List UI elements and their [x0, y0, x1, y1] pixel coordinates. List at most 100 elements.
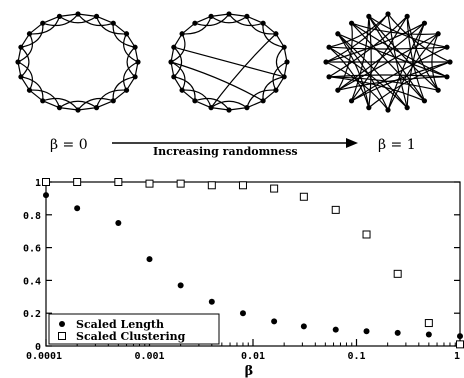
increasing-randomness-label: Increasing randomness	[153, 145, 298, 158]
legend: Scaled Length Scaled Clustering	[48, 313, 220, 345]
graph-edge	[194, 13, 230, 27]
scaled-clustering-point	[42, 178, 50, 186]
graph-edge	[328, 46, 408, 109]
scaled-clustering-point	[456, 340, 464, 349]
scaled-clustering-point	[114, 178, 123, 186]
graph-edge	[20, 23, 44, 48]
graph-edge	[210, 107, 230, 111]
x-tick-label: 0.1	[347, 351, 365, 362]
graph-node	[366, 13, 372, 19]
graph-node	[226, 107, 232, 113]
graph-edge	[194, 100, 212, 109]
graph-edge	[194, 15, 212, 24]
scaled-length-point	[146, 256, 153, 263]
graph-node	[75, 107, 81, 113]
graph-edge	[126, 76, 136, 91]
graph-edge	[325, 22, 425, 63]
graph-edge	[170, 61, 186, 91]
graph-node	[110, 98, 116, 104]
graph-node	[132, 44, 138, 50]
graph-edge	[173, 33, 183, 48]
scaled-length-point	[363, 328, 370, 335]
beta-zero-label: β = 0	[50, 137, 88, 153]
graph-node	[421, 20, 428, 26]
graph-edge	[173, 46, 183, 78]
graph-edge	[228, 107, 248, 111]
graph-node	[326, 74, 332, 80]
graph-edge	[77, 107, 97, 111]
graph-edge	[262, 89, 277, 102]
scaled-length-point	[74, 205, 81, 212]
graph-node	[93, 13, 100, 19]
graph-node	[135, 59, 141, 65]
graph-edge	[96, 100, 114, 109]
scatter-chart: 0 0.2 0.4 0.6 0.8 1 0.0001 0.001 0.01 0.1 1 β Sca…	[23, 178, 464, 378]
graph-edge	[77, 13, 114, 27]
graph-node	[40, 20, 46, 26]
graph-node	[447, 59, 453, 65]
y-tick-label: 0.8	[23, 211, 41, 222]
graph-node	[366, 105, 372, 111]
graph-edge	[42, 97, 79, 111]
scaled-length-point	[208, 298, 215, 305]
scaled-clustering-point	[270, 184, 279, 193]
x-tick-label: 0.0001	[26, 351, 62, 362]
graph-edge	[20, 46, 30, 78]
graph-edge	[406, 16, 439, 91]
graph-node	[273, 31, 279, 37]
graph-edge	[210, 15, 248, 24]
graph-node	[444, 74, 450, 80]
graph-edge	[262, 76, 285, 101]
graph-edge	[112, 23, 136, 48]
graph-node	[56, 105, 63, 111]
graph-edge	[337, 22, 425, 91]
graph-node	[244, 13, 250, 19]
x-axis-title: β	[245, 364, 254, 378]
graph-edge	[325, 13, 389, 63]
graph-node	[260, 20, 266, 26]
graph-edge	[328, 74, 448, 78]
scaled-length-point	[271, 318, 278, 325]
graph-edge	[406, 16, 426, 102]
graph-edge	[20, 33, 30, 48]
graph-edge	[182, 16, 212, 35]
graph-edge	[112, 89, 127, 102]
legend-marker-scaled-length	[59, 321, 65, 327]
graph-edge	[182, 89, 212, 108]
graph-edge	[123, 61, 139, 91]
scaled-clustering-point	[299, 192, 308, 201]
small-world-graph	[168, 11, 290, 113]
graph-edge	[112, 22, 127, 35]
scaled-clustering-point	[424, 319, 433, 328]
graph-node	[444, 44, 450, 50]
graph-node	[435, 31, 441, 37]
x-tick-label: 0.001	[134, 351, 164, 362]
graph-node	[335, 31, 341, 37]
graph-node	[18, 44, 24, 50]
graph-edge	[351, 22, 448, 78]
scaled-clustering-point	[362, 230, 371, 239]
graph-node	[404, 105, 410, 111]
graph-edge	[29, 16, 61, 35]
graph-node	[171, 74, 177, 80]
graph-node	[244, 105, 250, 111]
graph-edge	[337, 33, 448, 78]
legend-label-scaled-length: Scaled Length	[76, 318, 164, 331]
graph-edge	[126, 33, 136, 48]
scaled-clustering-point	[238, 181, 247, 190]
graph-edge	[210, 33, 277, 109]
scaled-clustering-point	[145, 179, 154, 188]
graph-edge	[42, 15, 60, 24]
graph-node	[192, 20, 198, 26]
graph-edge	[59, 15, 97, 24]
graph-node	[123, 31, 130, 37]
y-tick-label: 0	[35, 342, 41, 353]
graph-edge	[29, 89, 61, 108]
graph-node	[75, 11, 81, 17]
graph-edge	[95, 16, 127, 35]
graph-node	[404, 13, 410, 19]
graph-edge	[328, 46, 448, 50]
graph-edge	[42, 100, 60, 109]
scaled-length-point	[177, 282, 184, 289]
graph-edge	[262, 23, 285, 48]
